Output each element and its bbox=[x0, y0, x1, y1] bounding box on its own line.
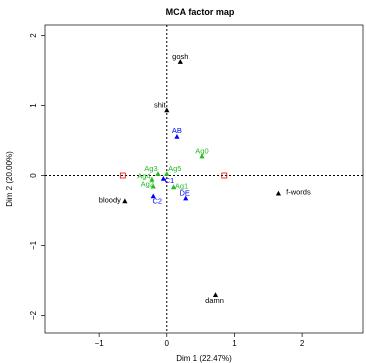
point-marker-triangle bbox=[155, 171, 161, 176]
point-label: Ag3 bbox=[144, 164, 157, 173]
point-marker-triangle bbox=[150, 193, 156, 199]
x-tick-label: 1 bbox=[232, 339, 237, 348]
point-marker-triangle bbox=[174, 134, 180, 139]
y-tick-label: 0 bbox=[29, 173, 38, 178]
point-label: C2 bbox=[152, 197, 162, 206]
point-marker-triangle bbox=[122, 198, 128, 204]
y-tick-label: 2 bbox=[29, 33, 38, 38]
point-label: AB bbox=[172, 126, 182, 135]
point-label: Ag0 bbox=[195, 147, 208, 156]
point-marker-triangle bbox=[150, 183, 156, 189]
point-marker-triangle bbox=[160, 176, 167, 181]
plot-frame bbox=[44, 24, 364, 334]
point-label: DE bbox=[180, 189, 190, 198]
point-label: Ag2 bbox=[141, 180, 154, 189]
x-tick-label: 0 bbox=[165, 339, 170, 348]
point-marker-triangle bbox=[275, 190, 282, 196]
point-label: Ag5 bbox=[168, 164, 181, 173]
chart-title: MCA factor map bbox=[166, 7, 235, 17]
point-label: Ag4 bbox=[137, 172, 150, 181]
point-marker-triangle bbox=[164, 107, 170, 113]
point-label: gosh bbox=[172, 52, 188, 61]
x-axis-label: Dim 1 (22.47%) bbox=[176, 354, 232, 363]
point-marker-triangle bbox=[170, 184, 177, 190]
point-marker-triangle bbox=[183, 195, 189, 201]
y-axis-label: Dim 2 (20.00%) bbox=[5, 151, 14, 207]
point-label: C1 bbox=[165, 176, 175, 185]
point-label: shit bbox=[154, 100, 167, 109]
point-label: Ag1 bbox=[175, 181, 188, 190]
point-label: damn bbox=[205, 296, 224, 305]
y-tick-label: −2 bbox=[29, 310, 38, 320]
y-axis: −2 −1 0 1 2 bbox=[29, 33, 45, 320]
point-marker-triangle bbox=[164, 171, 170, 176]
point-marker-triangle bbox=[212, 292, 219, 297]
reference-lines bbox=[45, 25, 363, 333]
x-tick-label: 2 bbox=[300, 339, 305, 348]
point-marker-square bbox=[119, 172, 126, 179]
point-marker-triangle bbox=[149, 176, 155, 182]
x-tick-label: −1 bbox=[95, 339, 105, 348]
point-marker-square bbox=[221, 172, 228, 179]
x-axis: −1 0 1 2 bbox=[95, 333, 305, 348]
point-label: bloody bbox=[99, 195, 121, 204]
point-marker-triangle bbox=[199, 153, 205, 159]
point-label: f-words bbox=[286, 188, 311, 197]
y-tick-label: −1 bbox=[29, 240, 38, 250]
y-tick-label: 1 bbox=[29, 103, 38, 108]
point-marker-triangle bbox=[177, 59, 183, 64]
